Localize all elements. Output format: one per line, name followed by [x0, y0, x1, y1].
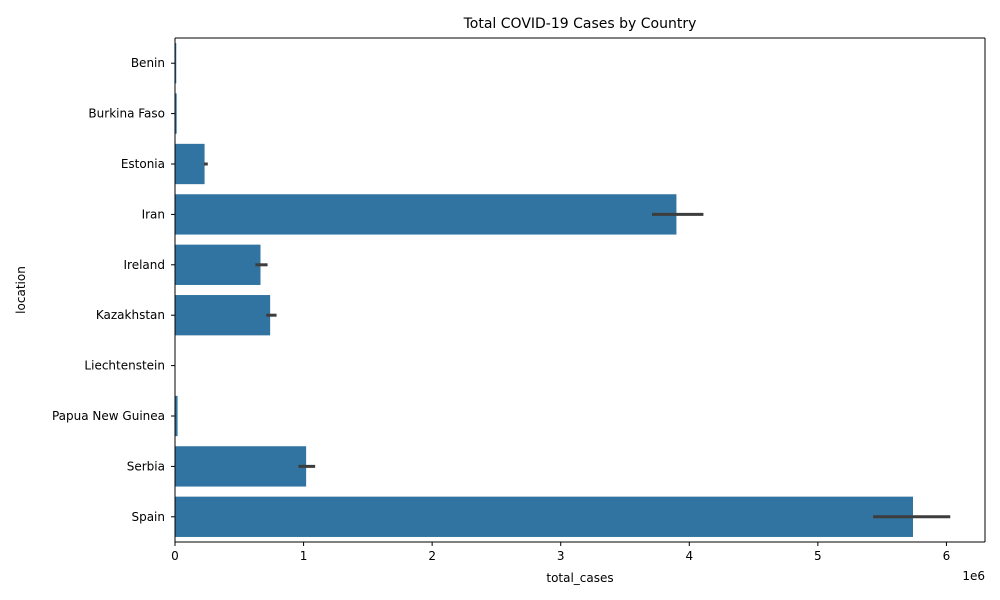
- y-tick-label-ireland: Ireland: [123, 258, 165, 272]
- y-tick-label-serbia: Serbia: [127, 459, 165, 473]
- bar-ireland: [175, 244, 261, 285]
- y-axis-ticks: Benin Burkina Faso Estonia Iran Ireland Kazak…: [52, 56, 175, 524]
- axes-frame: [174, 37, 986, 543]
- bar-serbia: [175, 446, 307, 487]
- error-bars-group: [203, 162, 951, 519]
- x-tick-label: 1: [300, 549, 308, 563]
- x-tick-label: 4: [685, 549, 693, 563]
- x-axis-ticks: 0 1 2 3 4 5 6: [171, 542, 950, 563]
- x-tick-label: 6: [943, 549, 951, 563]
- chart-title: Total COVID-19 Cases by Country: [463, 16, 697, 32]
- bar-papua-new-guinea: [175, 395, 178, 437]
- bar-iran: [175, 194, 677, 235]
- y-tick-label-kazakhstan: Kazakhstan: [96, 308, 165, 322]
- y-tick-label-spain: Spain: [131, 510, 165, 524]
- y-tick-label-estonia: Estonia: [121, 157, 165, 171]
- y-tick-label-papua-new-guinea: Papua New Guinea: [52, 409, 165, 423]
- y-tick-label-liechtenstein: Liechtenstein: [84, 359, 165, 373]
- x-tick-label: 2: [428, 549, 436, 563]
- x-tick-label: 0: [171, 549, 179, 563]
- bars-group: [175, 43, 913, 537]
- y-axis-title: location: [14, 266, 28, 314]
- bar-benin: [175, 43, 177, 84]
- bar-kazakhstan: [175, 295, 271, 336]
- y-tick-label-burkina-faso: Burkina Faso: [88, 107, 165, 121]
- y-tick-label-iran: Iran: [142, 207, 165, 221]
- x-axis-title: total_cases: [546, 571, 613, 585]
- x-tick-label: 5: [814, 549, 822, 563]
- bar-estonia: [175, 143, 205, 185]
- bar-spain: [175, 496, 913, 537]
- bar-burkina-faso: [175, 93, 177, 134]
- x-axis-offset-label: 1e6: [962, 569, 985, 583]
- x-tick-label: 3: [557, 549, 565, 563]
- y-tick-label-benin: Benin: [131, 56, 165, 70]
